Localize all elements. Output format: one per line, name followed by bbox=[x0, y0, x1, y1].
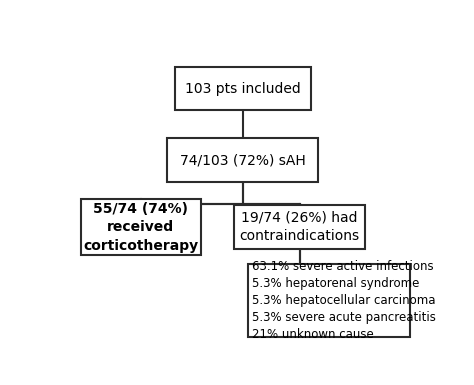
Text: 103 pts included: 103 pts included bbox=[185, 82, 301, 95]
Bar bbox=[167, 138, 319, 182]
Bar bbox=[234, 205, 365, 249]
Bar bbox=[247, 264, 410, 337]
Text: 74/103 (72%) sAH: 74/103 (72%) sAH bbox=[180, 153, 306, 167]
Bar bbox=[175, 67, 311, 110]
Text: 63.1% severe active infections
5.3% hepatorenal syndrome
5.3% hepatocellular car: 63.1% severe active infections 5.3% hepa… bbox=[252, 260, 436, 341]
Text: 55/74 (74%)
received
corticotherapy: 55/74 (74%) received corticotherapy bbox=[83, 202, 198, 253]
Bar bbox=[81, 199, 201, 255]
Text: 19/74 (26%) had
contraindications: 19/74 (26%) had contraindications bbox=[239, 211, 360, 243]
